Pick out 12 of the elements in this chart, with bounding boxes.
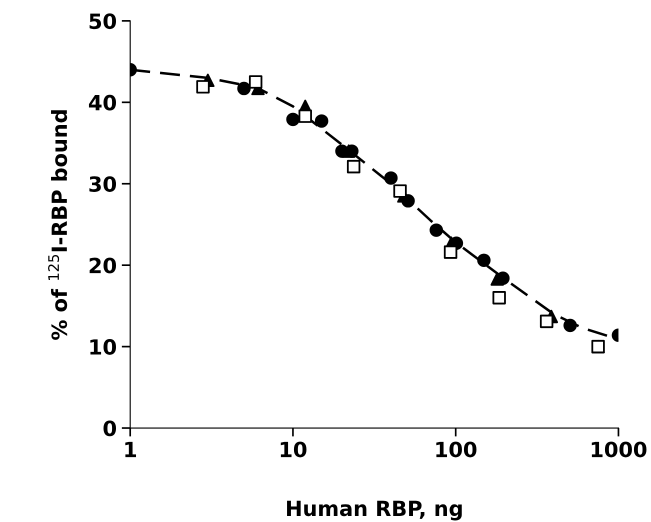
y-tick-label: 0 <box>104 420 116 436</box>
y-axis-title: % of $^{125}$I-RBP bound <box>48 110 68 340</box>
x-tick-label: 1000 <box>592 442 646 458</box>
x-tick-label: 10 <box>280 442 306 458</box>
x-tick-label: 1 <box>125 442 136 458</box>
x-tick-label: 100 <box>436 442 476 458</box>
x-axis-title: Human RBP, ng <box>287 500 462 520</box>
y-tick-label: 10 <box>90 339 116 355</box>
y-tick-label: 50 <box>90 13 116 30</box>
y-tick-label: 30 <box>89 176 116 192</box>
y-tick-label: 40 <box>88 94 116 111</box>
y-tick-label: 20 <box>90 258 116 274</box>
